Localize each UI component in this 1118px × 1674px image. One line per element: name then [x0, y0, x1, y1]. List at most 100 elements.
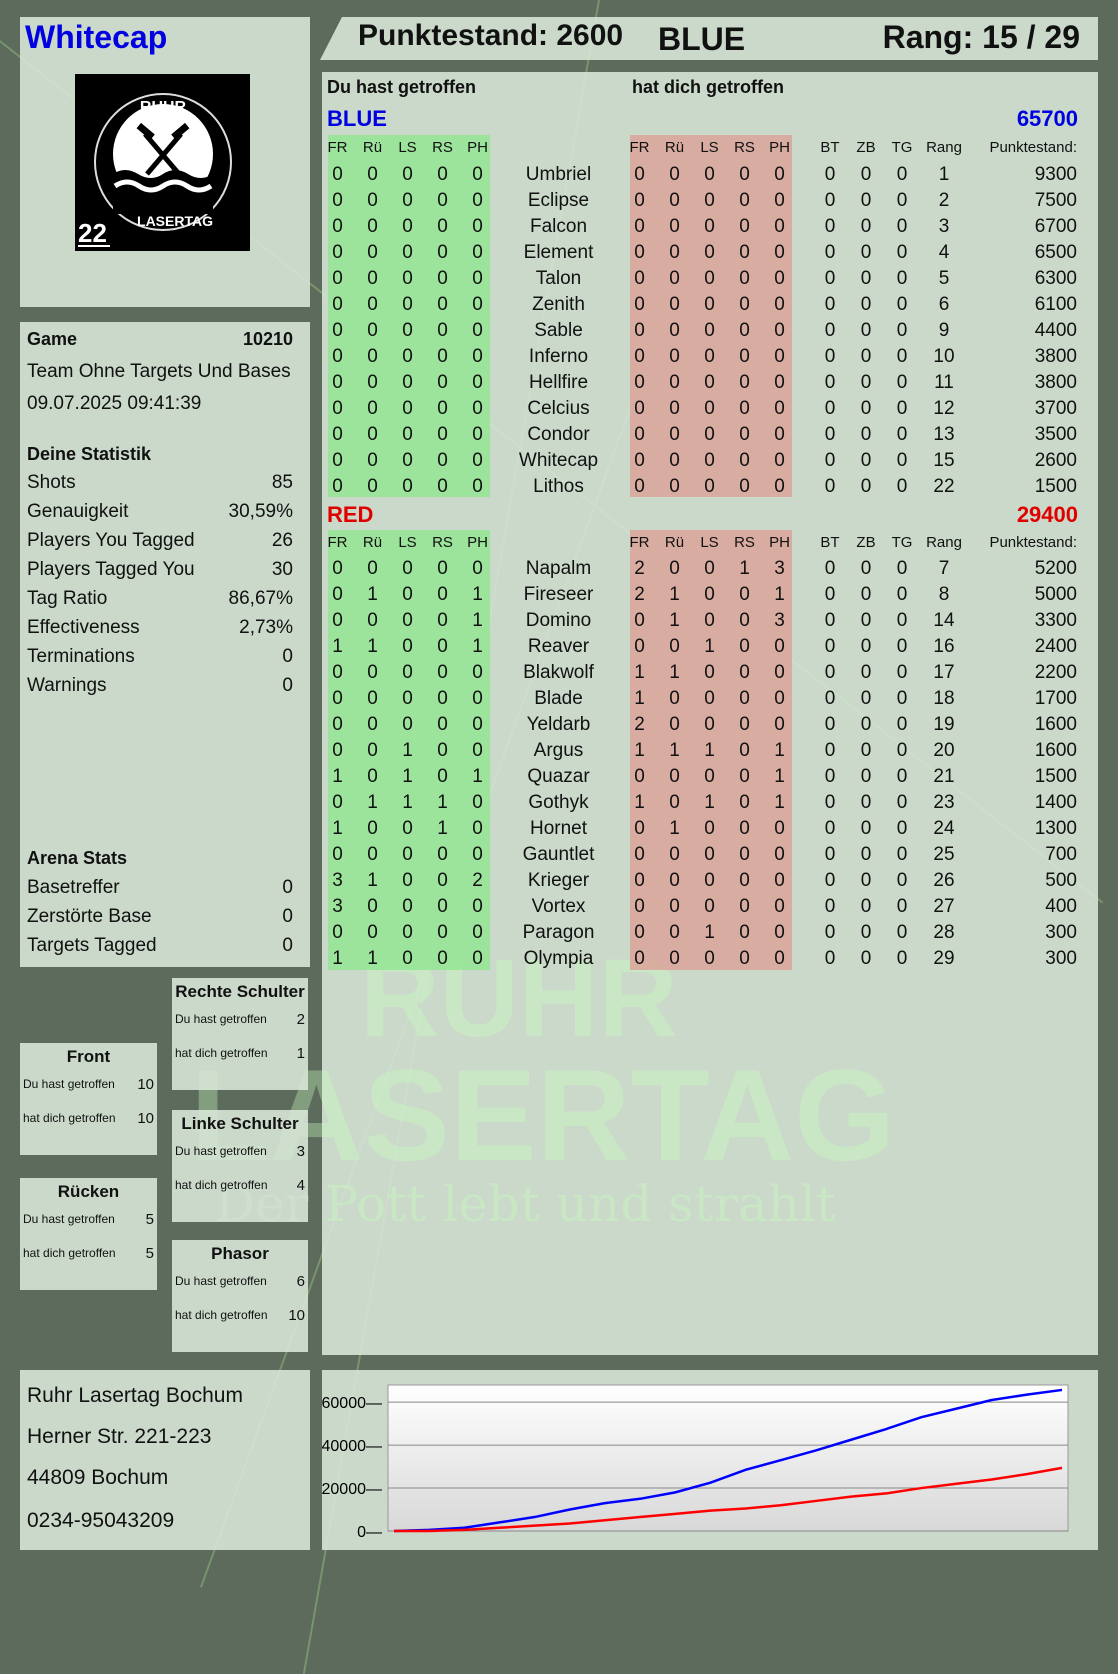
stat-row: Players You Tagged 26 [27, 530, 293, 552]
y-tick-label: 20000— [322, 1481, 382, 1498]
table-cell: 0 [669, 294, 680, 315]
table-cell: 3300 [1034, 610, 1077, 631]
table-cell [797, 816, 812, 842]
table-cell: 0 [824, 662, 836, 683]
game-mode-text: Team Ohne Targets Und Bases [27, 361, 291, 382]
table-cell: 0 [367, 242, 378, 263]
zone-label: hat dich getroffen [175, 1046, 268, 1060]
column-header: ZB [856, 534, 876, 551]
table-cell: 0 [472, 558, 483, 579]
table-cell: 0 [437, 740, 448, 761]
table-row: 3 0 0 0 0 Vortex 0 0 0 0 0 0 0 0 27 400 [320, 894, 1077, 920]
table-cell: 0 [739, 740, 750, 761]
table-cell: 2200 [1034, 662, 1077, 683]
table-cell: 0 [367, 372, 378, 393]
table-cell: 15 [933, 450, 955, 471]
table-cell: 0 [704, 346, 715, 367]
table-cell: 0 [860, 424, 872, 445]
table-cell [797, 370, 812, 396]
table-cell: 23 [933, 792, 955, 813]
table-cell: 0 [367, 268, 378, 289]
table-cell: 0 [739, 896, 750, 917]
table-cell: 1 [634, 688, 645, 709]
table-cell: 0 [739, 714, 750, 735]
table-cell: 0 [332, 164, 343, 185]
stat-row: Tag Ratio 86,67% [27, 588, 293, 610]
player-name-cell: Fireseer [523, 584, 594, 605]
table-cell: 0 [332, 398, 343, 419]
table-cell: 0 [437, 662, 448, 683]
table-cell: 0 [824, 610, 836, 631]
table-cell: 0 [774, 688, 785, 709]
table-cell: 0 [669, 844, 680, 865]
column-header: TG [891, 139, 913, 156]
table-cell: 21 [933, 766, 955, 787]
table-cell: 0 [332, 714, 343, 735]
table-cell: 0 [824, 922, 836, 943]
stat-row: Warnings 0 [27, 675, 293, 697]
table-cell: 1500 [1034, 476, 1077, 497]
table-cell: 1 [367, 636, 378, 657]
table-cell: 0 [824, 766, 836, 787]
stat-label: Shots [27, 472, 76, 493]
player-name-cell: Celcius [527, 398, 590, 419]
zone-title: Phasor [211, 1244, 269, 1263]
table-cell: 0 [402, 268, 413, 289]
table-cell: 0 [704, 662, 715, 683]
team-name: BLUE [658, 21, 746, 57]
table-cell: 0 [860, 190, 872, 211]
table-cell: 2 [472, 870, 483, 891]
table-cell [797, 608, 812, 634]
column-header [797, 135, 812, 161]
table-cell [797, 946, 812, 972]
table-cell: 0 [437, 584, 448, 605]
table-cell [797, 920, 812, 946]
table-cell: 0 [332, 792, 343, 813]
table-cell: 0 [669, 164, 680, 185]
y-tick-label: 60000— [322, 1395, 382, 1412]
hit-you-heading: hat dich getroffen [632, 77, 784, 97]
stat-row: Genauigkeit 30,59% [27, 501, 293, 523]
table-cell: 0 [332, 584, 343, 605]
table-cell: 0 [774, 948, 785, 969]
table-cell: 0 [332, 216, 343, 237]
table-cell: 1 [472, 766, 483, 787]
table-row: 0 0 0 0 0 Sable 0 0 0 0 0 0 0 0 9 4400 [320, 318, 1077, 344]
table-cell: 0 [367, 398, 378, 419]
table-cell: 0 [704, 372, 715, 393]
zone-label: hat dich getroffen [23, 1246, 116, 1260]
zone-value: 6 [296, 1273, 305, 1290]
table-cell: 0 [824, 688, 836, 709]
table-cell: 1 [774, 584, 785, 605]
stat-row: Players Tagged You 30 [27, 559, 293, 581]
team-red-name: RED [327, 502, 374, 527]
table-cell: 0 [704, 610, 715, 631]
column-header: Punktestand: [989, 139, 1077, 156]
table-cell: 0 [332, 922, 343, 943]
table-cell: 0 [437, 688, 448, 709]
table-cell: 0 [860, 870, 872, 891]
player-name-cell: Gothyk [528, 792, 589, 813]
table-cell: 0 [860, 844, 872, 865]
column-header: Rü [664, 139, 685, 156]
table-cell: 0 [824, 190, 836, 211]
table-row: 0 0 0 0 0 Zenith 0 0 0 0 0 0 0 0 6 6100 [320, 292, 1077, 318]
table-cell: 0 [437, 320, 448, 341]
table-row: 0 0 0 0 0 Whitecap 0 0 0 0 0 0 0 0 15 2600 [320, 448, 1077, 474]
table-row: 0 0 0 0 0 Napalm 2 0 0 1 3 0 0 0 7 5200 [320, 556, 1077, 582]
table-cell: 0 [402, 450, 413, 471]
game-number: 10210 [242, 329, 293, 349]
stats-title: Deine Statistik [27, 444, 293, 465]
table-cell: 0 [669, 372, 680, 393]
team-red-total: 29400 [1016, 502, 1078, 527]
table-cell [797, 448, 812, 474]
player-name-cell: Quazar [527, 766, 590, 787]
table-cell [797, 556, 812, 582]
table-cell: 1 [669, 584, 680, 605]
table-cell: 0 [634, 346, 645, 367]
table-cell: 0 [824, 636, 836, 657]
table-cell: 0 [739, 662, 750, 683]
table-cell: 0 [824, 558, 836, 579]
table-cell: 6500 [1034, 242, 1077, 263]
table-cell: 0 [896, 922, 908, 943]
